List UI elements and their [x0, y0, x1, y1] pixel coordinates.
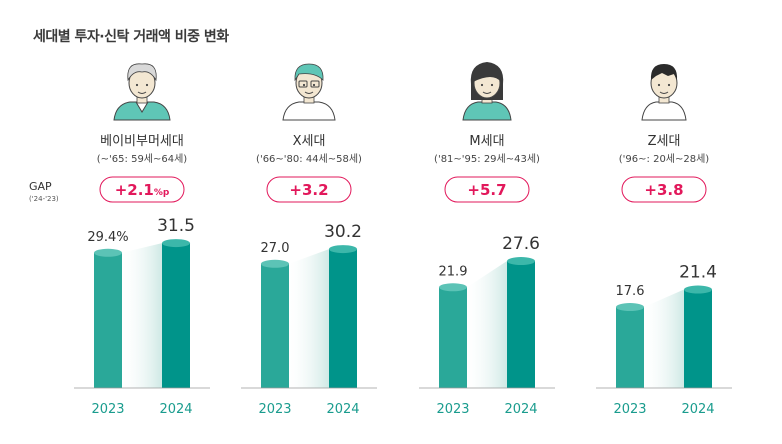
gap-badge — [444, 176, 530, 203]
millennial-avatar-icon — [462, 62, 512, 121]
bar-2023-top — [261, 259, 289, 268]
year-label-2024: 2024 — [504, 402, 537, 417]
generation-name: M세대 — [469, 134, 504, 149]
gap-label: GAP — [29, 180, 52, 193]
bar-2024-top — [329, 245, 357, 254]
bar-2023-top — [616, 303, 644, 312]
gap-badge — [266, 176, 352, 203]
generation-name: X세대 — [293, 134, 326, 149]
value-label-2023: 17.6 — [616, 284, 645, 299]
gap-unit: %p — [154, 188, 170, 198]
bar-2023 — [616, 307, 644, 388]
year-label-2023: 2023 — [436, 402, 469, 417]
bar-2024 — [329, 249, 357, 388]
value-label-2024: 21.4 — [679, 263, 717, 283]
value-label-2024: 27.6 — [502, 234, 540, 254]
growth-connector — [467, 261, 507, 388]
bar-2024 — [684, 289, 712, 388]
growth-connector — [289, 249, 329, 388]
year-label-2024: 2024 — [159, 402, 192, 417]
generation-age-range: (~'65: 59세~64세) — [97, 153, 188, 165]
generation-age-range: ('66~'80: 44세~58세) — [256, 153, 362, 165]
bar-2023-top — [94, 248, 122, 257]
year-label-2023: 2023 — [258, 402, 291, 417]
babyboomer-avatar-icon — [113, 63, 171, 121]
bar-2023 — [261, 263, 289, 388]
value-label-2023: 21.9 — [439, 264, 468, 279]
chart-title: 세대별 투자·신탁 거래액 비중 변화 — [33, 29, 229, 45]
bar-2024 — [162, 243, 190, 388]
gap-value: +3.2 — [289, 181, 328, 199]
year-label-2024: 2024 — [681, 402, 714, 417]
year-label-2024: 2024 — [326, 402, 359, 417]
year-label-2023: 2023 — [613, 402, 646, 417]
generation-age-range: ('81~'95: 29세~43세) — [434, 153, 540, 165]
gap-value: +3.8 — [644, 181, 683, 199]
bar-2024 — [507, 261, 535, 388]
bar-2023 — [439, 287, 467, 388]
bar-2023-top — [439, 283, 467, 292]
gap-badge — [99, 176, 185, 203]
generation-name: 베이비부머세대 — [100, 134, 184, 149]
generation-age-range: ('96~: 20세~28세) — [619, 153, 710, 165]
bar-2023 — [94, 252, 122, 388]
gap-badge — [621, 176, 707, 203]
year-label-2023: 2023 — [91, 402, 124, 417]
value-label-2023: 29.4% — [87, 230, 128, 245]
value-label-2023: 27.0 — [261, 241, 290, 256]
genx-avatar-icon — [282, 63, 336, 121]
value-label-2024: 31.5 — [157, 216, 195, 236]
growth-connector — [644, 289, 684, 388]
gap-value: +5.7 — [467, 181, 506, 199]
bar-2024-top — [684, 285, 712, 294]
generation-name: Z세대 — [648, 134, 681, 149]
bar-2024-top — [507, 257, 535, 266]
genz-avatar-icon — [641, 64, 687, 121]
gap-sublabel: ('24-'23) — [29, 195, 59, 203]
value-label-2024: 30.2 — [324, 222, 362, 242]
growth-connector — [122, 243, 162, 388]
bar-2024-top — [162, 239, 190, 248]
